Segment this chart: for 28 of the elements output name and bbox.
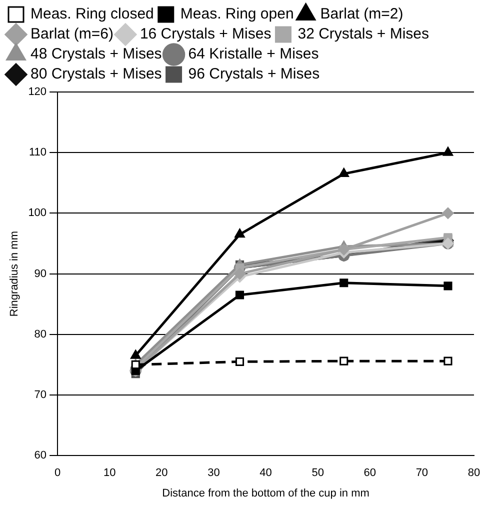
x-axis-title: Distance from the bottom of the cup in mm bbox=[162, 487, 370, 500]
y-tick-label: 80 bbox=[34, 328, 47, 340]
y-axis-title: Ringradius in mm bbox=[8, 231, 21, 317]
x-tick-label: 60 bbox=[364, 467, 376, 480]
x-tick-label: 0 bbox=[54, 467, 61, 480]
legend-label: Meas. Ring closed bbox=[30, 6, 154, 23]
legend-label: 16 Crystals + Mises bbox=[140, 26, 272, 43]
legend-label: Barlat (m=2) bbox=[320, 6, 404, 23]
legend-label: 32 Crystals + Mises bbox=[298, 26, 430, 43]
x-tick-label: 80 bbox=[468, 467, 480, 480]
x-tick-label: 30 bbox=[208, 467, 220, 480]
x-tick-label: 20 bbox=[156, 467, 168, 480]
x-tick-label: 50 bbox=[312, 467, 324, 480]
y-tick-label: 70 bbox=[34, 389, 47, 402]
legend-label: 48 Crystals + Mises bbox=[30, 46, 162, 63]
x-tick-label: 40 bbox=[260, 467, 272, 480]
legend-label: Barlat (m=6) bbox=[30, 26, 114, 43]
legend-label: 96 Crystals + Mises bbox=[188, 66, 320, 83]
legend-label: 64 Kristalle + Mises bbox=[188, 46, 319, 63]
y-tick-label: 110 bbox=[29, 146, 47, 159]
y-tick-label: 100 bbox=[28, 207, 47, 220]
x-tick-label: 70 bbox=[416, 467, 428, 480]
x-tick-label: 10 bbox=[103, 467, 116, 480]
y-tick-label: 60 bbox=[34, 450, 47, 462]
legend-label: 80 Crystals + Mises bbox=[30, 66, 162, 83]
y-tick-label: 90 bbox=[34, 268, 47, 280]
legend-label: Meas. Ring open bbox=[180, 6, 294, 23]
y-tick-label: 120 bbox=[28, 86, 47, 98]
